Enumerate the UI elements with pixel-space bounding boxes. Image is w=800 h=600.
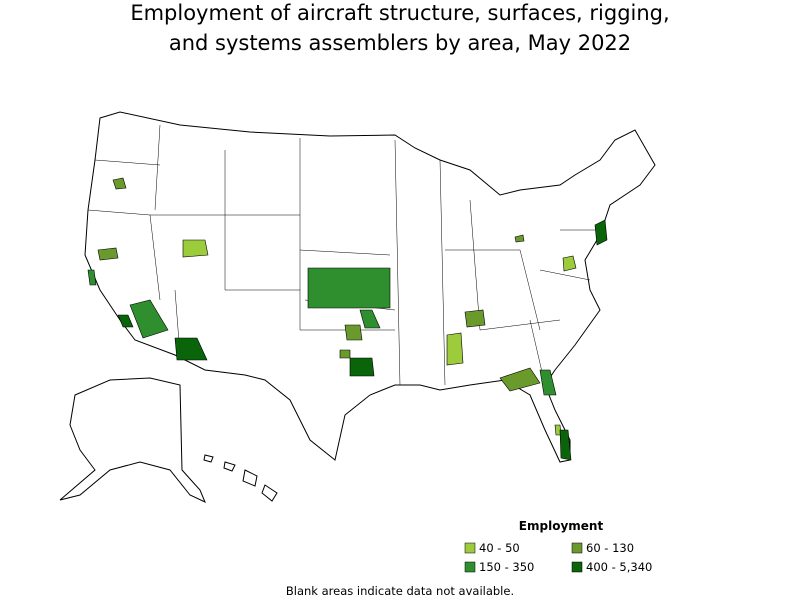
state-borders [87,124,600,386]
area [117,314,134,328]
area [182,239,209,258]
area [559,429,572,461]
us-map [59,111,656,503]
area [349,357,375,377]
legend-title: Employment [519,519,604,533]
area [97,247,119,261]
title-line: and systems assemblers by area, May 2022 [169,31,631,55]
legend-swatch [464,542,476,554]
employment-areas [87,177,608,461]
area [446,332,464,366]
title-line: Employment of aircraft structure, surfac… [130,1,669,25]
legend-swatch [571,542,583,554]
area [112,177,127,190]
area [174,337,208,361]
legend-label: 150 - 350 [479,560,534,574]
area [499,367,541,392]
area [539,369,557,396]
area [307,267,391,309]
area [594,219,608,246]
area [359,309,381,329]
area [87,269,97,286]
area [339,349,351,359]
legend-label: 60 - 130 [586,541,634,555]
footnote: Blank areas indicate data not available. [286,584,514,598]
area [514,234,525,243]
legend-label: 40 - 50 [479,541,520,555]
legend-label: 400 - 5,340 [586,560,652,574]
area [464,309,486,328]
area [129,299,169,339]
hawaii [203,454,278,502]
alaska [59,377,206,503]
legend-swatch [571,561,583,573]
legend-swatch [464,561,476,573]
legend: 40 - 50 60 - 130 150 - 350 400 - 5,340 [464,541,652,574]
area [562,255,577,272]
area [344,324,363,341]
